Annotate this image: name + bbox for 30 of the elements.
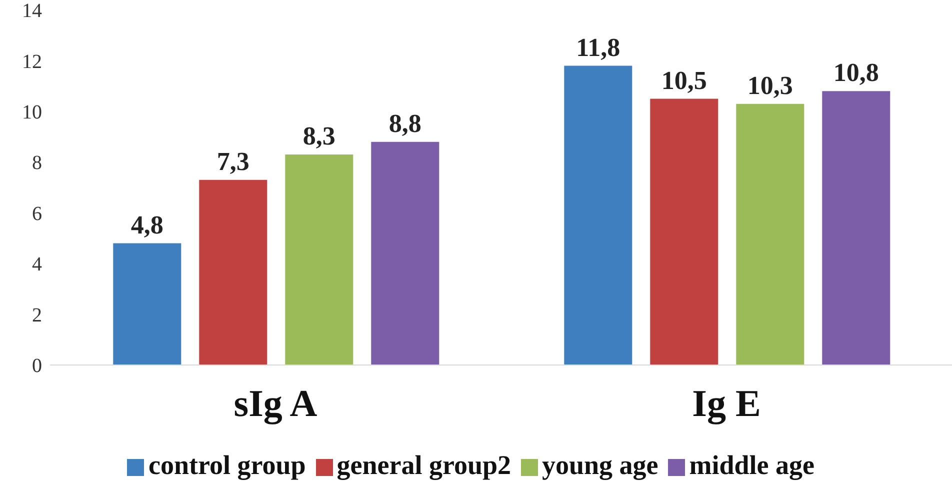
y-tick-label: 4 <box>32 254 42 276</box>
legend-label: young age <box>542 450 658 480</box>
data-label: 10,5 <box>661 66 707 95</box>
legend-label: middle age <box>689 450 815 480</box>
legend-label: control group <box>148 450 306 480</box>
bar <box>285 154 354 365</box>
data-label: 4,8 <box>130 210 164 240</box>
y-tick-label: 10 <box>22 102 42 124</box>
bar <box>822 91 890 365</box>
x-tick-label: Ig E <box>692 382 761 425</box>
y-tick-label: 12 <box>22 50 42 73</box>
y-tick-label: 0 <box>32 355 42 378</box>
x-tick-label: sIg A <box>234 382 318 425</box>
bar <box>650 98 718 365</box>
data-label: 10,8 <box>833 58 879 88</box>
y-tick-label: 8 <box>32 152 42 174</box>
legend-label: general group2 <box>336 450 511 480</box>
bar <box>371 142 440 365</box>
data-label: 10,3 <box>747 70 793 100</box>
data-label: 8,3 <box>302 122 336 151</box>
bar <box>199 180 268 365</box>
y-tick-label: 2 <box>32 304 42 326</box>
bar <box>736 104 804 365</box>
data-label: 11,8 <box>576 32 620 62</box>
data-label: 7,3 <box>216 146 250 176</box>
data-label: 8,8 <box>388 108 422 138</box>
bar <box>564 66 632 365</box>
bar <box>113 243 182 365</box>
y-tick-label: 6 <box>32 202 42 225</box>
y-tick-label: 14 <box>22 0 42 22</box>
